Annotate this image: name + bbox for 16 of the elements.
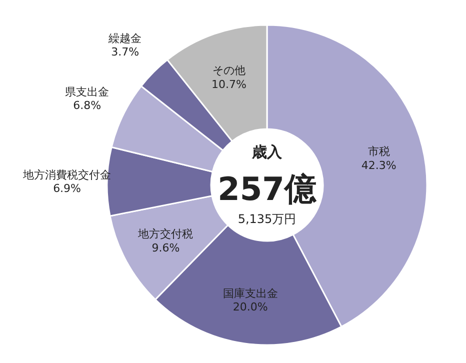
- data-label: 42.3%: [361, 158, 396, 172]
- data-label: 6.8%: [73, 99, 102, 112]
- slice-label: 繰越金: [108, 32, 142, 45]
- data-label: 6.9%: [53, 182, 82, 196]
- data-label: 10.7%: [212, 78, 246, 91]
- slice-label: その他: [212, 64, 246, 78]
- slice-label: 地方交付税: [137, 228, 194, 241]
- text: 5,135万円: [238, 212, 296, 226]
- data-label: 9.6%: [152, 241, 180, 254]
- text: 歳入: [251, 143, 283, 161]
- data-label: 20.0%: [232, 300, 268, 314]
- slice-label: 国庫支出金: [222, 286, 278, 300]
- text: 257億: [218, 170, 318, 208]
- slice-label: 県支出金: [65, 85, 110, 98]
- slice-label: 市税: [368, 145, 390, 158]
- data-label: 3.7%: [111, 46, 140, 59]
